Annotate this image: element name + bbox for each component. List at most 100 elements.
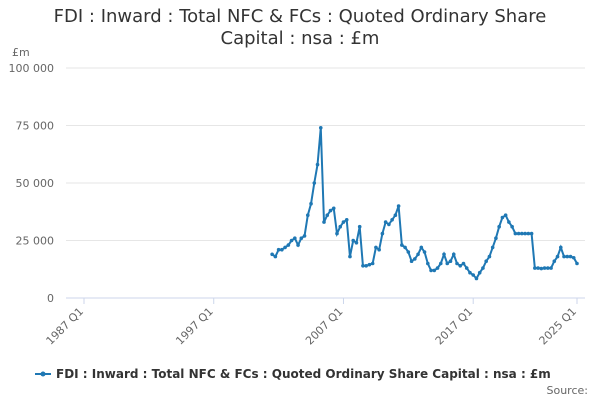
y-tick-label: 25 000 bbox=[16, 235, 55, 248]
y-tick-label: 100 000 bbox=[9, 62, 55, 75]
data-point bbox=[516, 231, 521, 236]
data-point bbox=[331, 206, 336, 211]
data-point bbox=[341, 220, 346, 224]
data-point bbox=[315, 162, 320, 167]
data-point bbox=[293, 236, 297, 240]
data-point bbox=[403, 245, 407, 250]
data-point bbox=[357, 224, 362, 229]
data-point bbox=[503, 213, 508, 217]
data-point bbox=[302, 234, 307, 238]
data-point bbox=[477, 270, 482, 275]
data-point bbox=[542, 266, 547, 270]
chart-title: FDI : Inward : Total NFC & FCs : Quoted … bbox=[53, 6, 547, 49]
y-tick-label: 0 bbox=[47, 292, 54, 305]
data-point bbox=[396, 204, 401, 208]
data-point bbox=[461, 261, 466, 266]
data-point bbox=[351, 238, 356, 243]
data-point bbox=[335, 231, 339, 236]
data-point bbox=[273, 254, 278, 259]
data-point bbox=[568, 254, 573, 259]
data-point bbox=[513, 231, 518, 236]
data-point bbox=[390, 218, 394, 222]
y-tick-label: 50 000 bbox=[16, 177, 55, 190]
x-tick-label: 1987 Q1 bbox=[44, 305, 87, 348]
data-point bbox=[299, 236, 304, 240]
x-tick-label: 2017 Q1 bbox=[433, 305, 476, 348]
data-point bbox=[435, 266, 440, 270]
data-point bbox=[429, 268, 433, 273]
data-point bbox=[565, 254, 570, 259]
data-point bbox=[451, 252, 456, 257]
data-point bbox=[438, 261, 443, 266]
data-point bbox=[523, 231, 527, 236]
source: Source: bbox=[547, 384, 589, 397]
data-point bbox=[474, 276, 479, 281]
data-point bbox=[497, 224, 501, 229]
data-point bbox=[539, 266, 544, 271]
data-point bbox=[322, 220, 326, 224]
data-point bbox=[558, 245, 563, 250]
data-point bbox=[318, 126, 323, 130]
data-point bbox=[490, 245, 495, 250]
data-point bbox=[387, 222, 391, 227]
data-point bbox=[393, 213, 398, 217]
data-point bbox=[529, 231, 534, 236]
data-point bbox=[445, 261, 450, 266]
data-point bbox=[481, 266, 485, 270]
data-point bbox=[305, 213, 310, 217]
data-point bbox=[276, 247, 281, 252]
data-point bbox=[458, 264, 463, 268]
data-point bbox=[406, 250, 411, 254]
data-point bbox=[526, 231, 531, 236]
data-point bbox=[464, 266, 469, 270]
data-point bbox=[546, 266, 550, 270]
data-point bbox=[325, 213, 330, 217]
data-point bbox=[338, 224, 343, 229]
y-axis-label: £m bbox=[12, 46, 30, 59]
data-point bbox=[364, 264, 368, 268]
data-point bbox=[400, 243, 404, 247]
data-point bbox=[380, 231, 385, 236]
data-point bbox=[422, 250, 427, 254]
data-point bbox=[442, 252, 446, 257]
data-point bbox=[296, 243, 300, 247]
data-point bbox=[348, 254, 352, 259]
data-point bbox=[367, 262, 372, 267]
data-point bbox=[370, 261, 375, 266]
data-point bbox=[468, 270, 472, 275]
data-point bbox=[312, 181, 317, 185]
data-point bbox=[455, 261, 459, 266]
data-point bbox=[270, 252, 274, 257]
data-point bbox=[484, 259, 488, 264]
data-point bbox=[494, 236, 498, 240]
data-point bbox=[520, 231, 524, 236]
data-point bbox=[555, 254, 560, 259]
data-point bbox=[549, 266, 553, 270]
data-point bbox=[286, 243, 291, 247]
x-tick-label: 2025 Q1 bbox=[537, 305, 580, 348]
data-point bbox=[562, 254, 566, 259]
data-point bbox=[448, 259, 453, 264]
data-point bbox=[289, 238, 294, 243]
x-tick-label: 1997 Q1 bbox=[173, 305, 216, 348]
data-point bbox=[416, 252, 420, 257]
data-point bbox=[383, 220, 388, 224]
data-point bbox=[280, 247, 284, 252]
data-point bbox=[344, 218, 349, 222]
data-point bbox=[507, 220, 511, 224]
data-point bbox=[536, 266, 540, 270]
data-point bbox=[361, 264, 365, 268]
x-tick-label: 2007 Q1 bbox=[303, 305, 346, 348]
data-point bbox=[328, 208, 333, 213]
data-point bbox=[552, 259, 557, 264]
data-point bbox=[575, 261, 579, 266]
data-point bbox=[413, 257, 417, 261]
legend-marker bbox=[40, 371, 46, 377]
data-point bbox=[510, 224, 514, 229]
data-line bbox=[271, 127, 578, 281]
data-point bbox=[500, 215, 505, 220]
data-point bbox=[409, 259, 414, 264]
data-point bbox=[354, 241, 359, 245]
